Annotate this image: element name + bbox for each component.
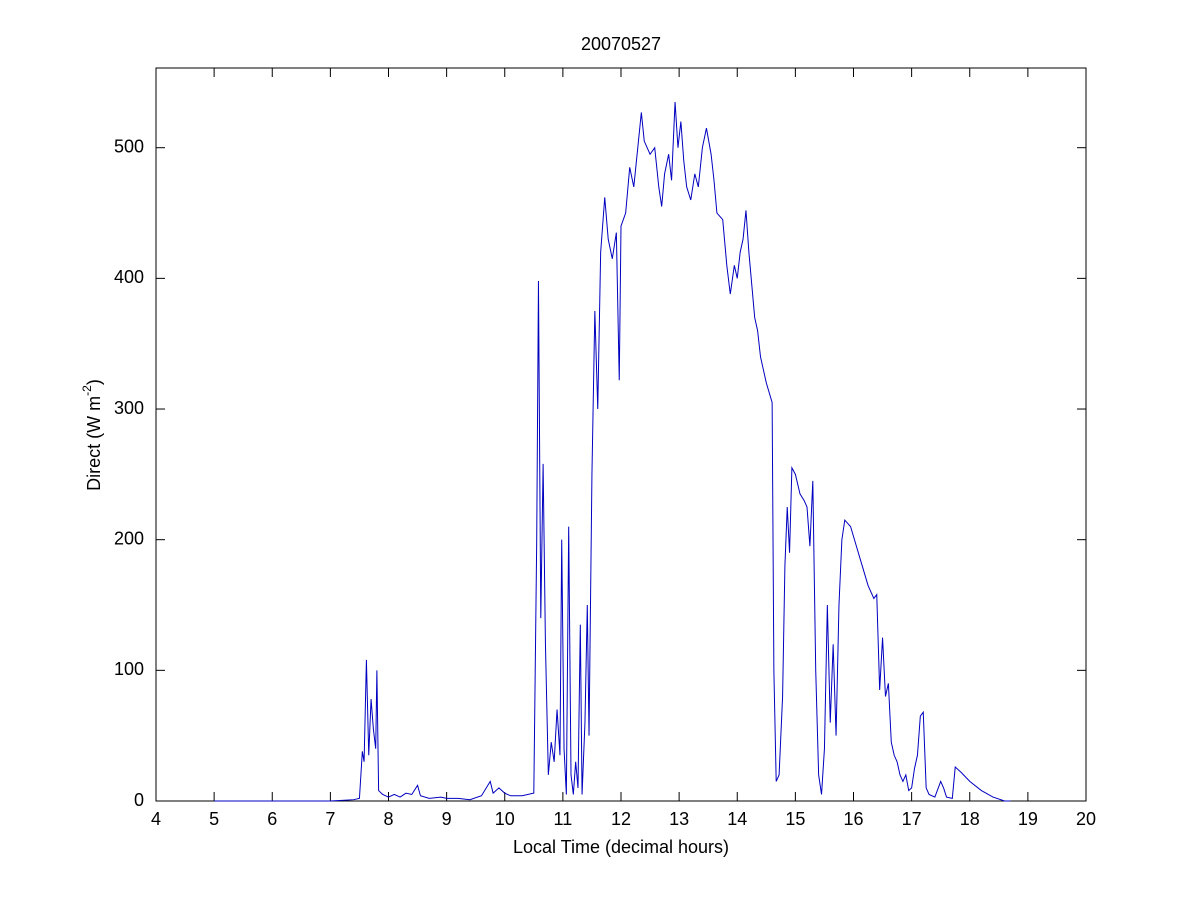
x-tick-label: 14	[727, 809, 747, 829]
y-axis-label-text: Direct (W m	[84, 396, 104, 491]
x-tick-label: 6	[267, 809, 277, 829]
x-axis-label: Local Time (decimal hours)	[513, 837, 729, 857]
x-tick-label: 11	[554, 809, 573, 829]
data-line	[214, 101, 1011, 802]
y-axis-label-superscript: -2	[80, 385, 94, 396]
y-tick-label: 400	[114, 267, 144, 287]
x-tick-label: 15	[785, 809, 805, 829]
y-tick-label: 200	[114, 528, 144, 548]
y-tick-label: 100	[114, 659, 144, 679]
x-tick-label: 5	[209, 809, 219, 829]
x-tick-label: 10	[495, 809, 515, 829]
x-tick-label: 17	[902, 809, 922, 829]
x-tick-label: 18	[960, 809, 980, 829]
x-tick-label: 13	[669, 809, 689, 829]
x-tick-label: 9	[442, 809, 452, 829]
y-axis-label-suffix: )	[84, 379, 104, 385]
plot-frame	[155, 67, 1087, 802]
y-axis-label: Direct (W m-2)	[80, 379, 104, 491]
y-tick-label: 300	[114, 398, 144, 418]
y-tick-label: 500	[114, 136, 144, 156]
x-tick-label: 20	[1076, 809, 1096, 829]
x-tick-label: 12	[611, 809, 631, 829]
x-tick-label: 16	[843, 809, 863, 829]
x-tick-label: 8	[383, 809, 393, 829]
x-tick-label: 19	[1018, 809, 1038, 829]
y-tick-label: 0	[134, 790, 144, 810]
x-tick-label: 7	[325, 809, 335, 829]
x-tick-label: 4	[151, 809, 161, 829]
chart-title: 20070527	[581, 34, 661, 54]
